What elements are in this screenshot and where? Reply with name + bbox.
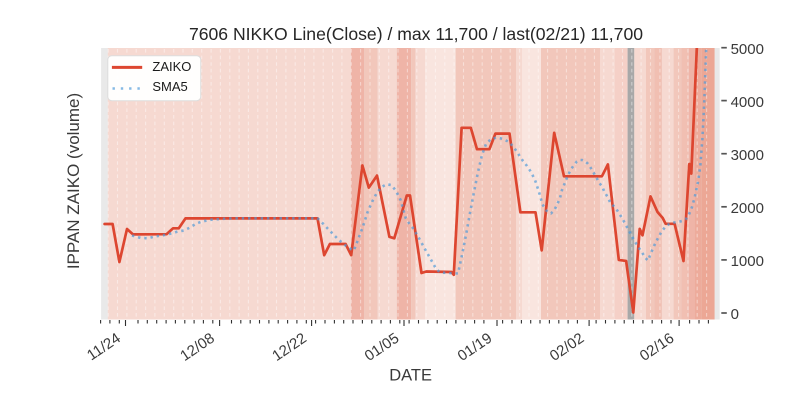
svg-text:01/19: 01/19 bbox=[455, 330, 496, 365]
svg-text:DATE: DATE bbox=[389, 367, 432, 385]
svg-text:4000: 4000 bbox=[731, 94, 764, 111]
svg-text:11/24: 11/24 bbox=[84, 330, 124, 364]
svg-text:12/08: 12/08 bbox=[177, 330, 218, 365]
svg-text:ZAIKO: ZAIKO bbox=[152, 59, 191, 74]
svg-text:01/05: 01/05 bbox=[362, 330, 403, 365]
svg-text:7606 NIKKO Line(Close) / max 1: 7606 NIKKO Line(Close) / max 11,700 / la… bbox=[189, 24, 643, 44]
svg-text:0: 0 bbox=[731, 306, 739, 323]
svg-text:5000: 5000 bbox=[731, 41, 764, 58]
svg-text:2000: 2000 bbox=[731, 200, 764, 217]
svg-text:1000: 1000 bbox=[731, 253, 764, 270]
svg-text:02/02: 02/02 bbox=[547, 330, 588, 365]
svg-text:3000: 3000 bbox=[731, 147, 764, 164]
svg-text:IPPAN ZAIKO (volume): IPPAN ZAIKO (volume) bbox=[64, 93, 83, 269]
svg-text:02/16: 02/16 bbox=[637, 330, 678, 365]
svg-text:12/22: 12/22 bbox=[269, 330, 310, 365]
svg-text:SMA5: SMA5 bbox=[152, 79, 187, 94]
